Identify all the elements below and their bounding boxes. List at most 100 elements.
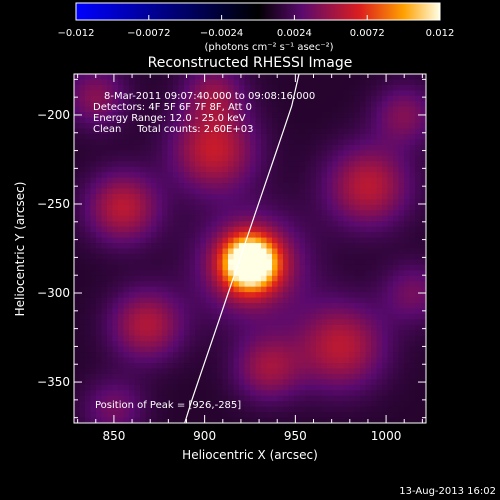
heatmap-cell: [162, 373, 169, 380]
heatmap-cell: [178, 308, 185, 315]
heatmap-cell: [409, 204, 416, 211]
heatmap-cell: [217, 74, 224, 81]
heatmap-cell: [382, 133, 389, 141]
heatmap-cell: [151, 237, 158, 244]
heatmap-cell: [167, 395, 174, 402]
heatmap-cell: [310, 406, 317, 413]
heatmap-cell: [129, 199, 136, 206]
heatmap-cell: [376, 112, 383, 119]
heatmap-cell: [393, 90, 400, 97]
heatmap-cell: [343, 183, 350, 190]
heatmap-cell: [173, 390, 180, 397]
heatmap-cell: [101, 150, 108, 157]
heatmap-cell: [327, 297, 334, 304]
heatmap-cell: [261, 270, 268, 277]
heatmap-cell: [228, 204, 235, 211]
heatmap-cell: [387, 84, 394, 91]
heatmap-cell: [101, 281, 108, 288]
heatmap-cell: [261, 215, 268, 222]
heatmap-cell: [398, 390, 405, 397]
heatmap-cell: [217, 406, 224, 413]
heatmap-cell: [415, 161, 422, 168]
heatmap-cell: [195, 390, 202, 397]
heatmap-cell: [79, 243, 86, 250]
heatmap-cell: [310, 390, 317, 397]
heatmap-cell: [250, 259, 257, 266]
heatmap-cell: [211, 237, 218, 244]
heatmap-cell: [382, 123, 389, 130]
heatmap-cell: [184, 95, 191, 102]
heatmap-cell: [206, 319, 213, 326]
heatmap-cell: [206, 183, 213, 190]
heatmap-cell: [96, 417, 103, 423]
heatmap-cell: [332, 193, 339, 201]
heatmap-cell: [294, 155, 301, 162]
heatmap-cell: [118, 308, 125, 315]
heatmap-cell: [266, 335, 273, 342]
heatmap-cell: [123, 379, 130, 386]
heatmap-cell: [415, 313, 422, 320]
heatmap-cell: [96, 199, 103, 206]
heatmap-cell: [305, 221, 312, 228]
heatmap-cell: [228, 368, 235, 375]
heatmap-cell: [387, 395, 394, 402]
heatmap-cell: [393, 324, 400, 331]
heatmap-cell: [195, 204, 202, 211]
heatmap-cell: [288, 406, 295, 413]
heatmap-cell: [123, 210, 130, 217]
heatmap-cell: [74, 84, 81, 91]
heatmap-cell: [162, 226, 169, 233]
heatmap-cell: [167, 172, 174, 179]
heatmap-cell: [200, 90, 207, 97]
heatmap-cell: [310, 270, 317, 277]
heatmap-cell: [145, 303, 152, 310]
heatmap-cell: [145, 330, 152, 337]
heatmap-cell: [151, 406, 158, 413]
heatmap-cell: [327, 379, 334, 386]
heatmap-cell: [382, 259, 389, 266]
heatmap-cell: [107, 221, 114, 228]
heatmap-cell: [101, 183, 108, 190]
heatmap-cell: [409, 128, 416, 135]
heatmap-cell: [195, 368, 202, 375]
heatmap-cell: [101, 313, 108, 320]
heatmap-cell: [173, 144, 180, 151]
heatmap-cell: [162, 308, 169, 315]
heatmap-cell: [332, 101, 339, 108]
heatmap-cell: [371, 84, 378, 91]
heatmap-cell: [310, 133, 317, 141]
heatmap-cell: [343, 204, 350, 211]
heatmap-cell: [101, 95, 108, 102]
heatmap-cell: [283, 117, 290, 124]
heatmap-cell: [354, 253, 361, 260]
heatmap-cell: [360, 74, 367, 81]
heatmap-cell: [266, 363, 273, 370]
heatmap-cell: [167, 112, 174, 119]
heatmap-cell: [288, 341, 295, 348]
heatmap-cell: [118, 204, 125, 211]
heatmap-cell: [140, 264, 147, 271]
heatmap-cell: [200, 139, 207, 146]
heatmap-cell: [206, 144, 213, 151]
heatmap-cell: [393, 204, 400, 211]
heatmap-cell: [79, 292, 86, 299]
heatmap-cell: [371, 412, 378, 419]
heatmap-cell: [316, 379, 323, 386]
heatmap-cell: [162, 106, 169, 113]
heatmap-cell: [151, 123, 158, 130]
heatmap-cell: [387, 232, 394, 239]
heatmap-cell: [96, 275, 103, 282]
heatmap-cell: [96, 346, 103, 353]
heatmap-cell: [398, 275, 405, 282]
heatmap-cell: [299, 275, 306, 282]
heatmap-cell: [294, 177, 301, 184]
heatmap-cell: [200, 292, 207, 299]
heatmap-cell: [118, 313, 125, 320]
heatmap-cell: [211, 373, 218, 380]
heatmap-cell: [134, 303, 141, 310]
heatmap-cell: [96, 270, 103, 277]
heatmap-cell: [239, 417, 246, 423]
heatmap-cell: [195, 373, 202, 380]
heatmap-cell: [228, 253, 235, 260]
heatmap-cell: [327, 313, 334, 320]
